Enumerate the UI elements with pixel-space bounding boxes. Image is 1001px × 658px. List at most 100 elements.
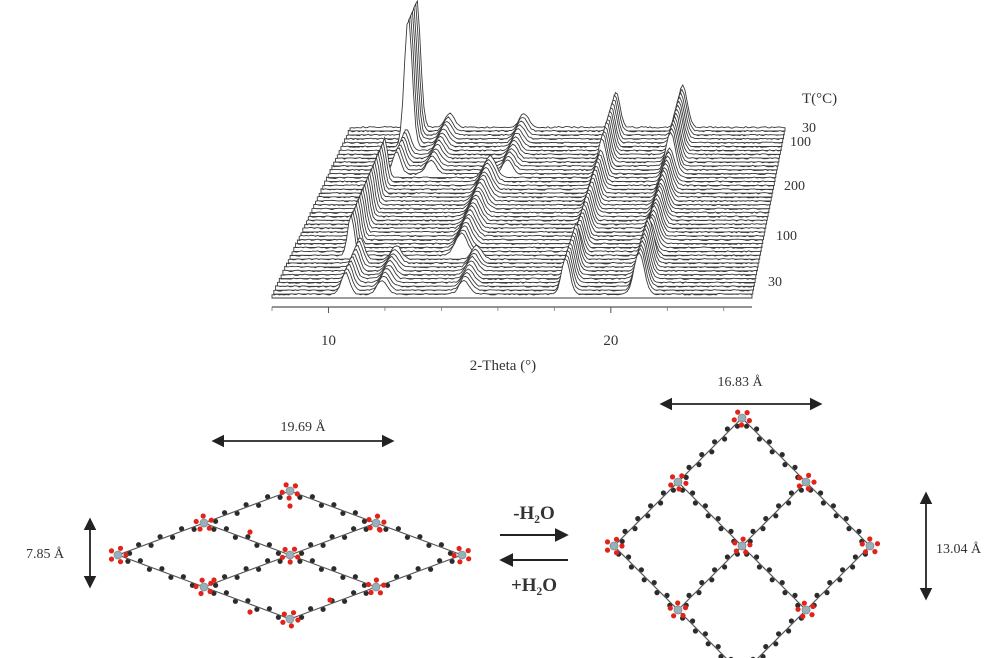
water-oxygen: [247, 609, 253, 615]
metal-atom: [673, 477, 683, 487]
bond: [677, 609, 727, 658]
carbon-atom: [213, 582, 219, 588]
oxygen-atom: [287, 559, 293, 565]
oxygen-atom: [290, 610, 297, 616]
carbon-atom: [331, 502, 337, 508]
oxygen-atom: [193, 583, 199, 590]
oxygen-atom: [862, 549, 869, 555]
oxygen-atom: [682, 605, 689, 611]
oxygen-atom: [667, 605, 673, 611]
carbon-atom: [690, 490, 696, 496]
carbon-atom: [628, 564, 635, 570]
left-framework-bonds: [117, 490, 463, 620]
carbon-atom: [814, 592, 820, 599]
carbon-atom: [180, 574, 186, 580]
oxygen-atom: [604, 547, 611, 553]
carbon-atom: [638, 567, 645, 573]
temperature-tick-label: 100: [790, 135, 811, 150]
carbon-atom: [702, 631, 709, 637]
oxygen-atom: [286, 495, 292, 501]
bond: [757, 609, 807, 658]
carbon-atom: [385, 582, 391, 588]
oxygen-atom: [809, 612, 815, 618]
oxygen-atom: [679, 473, 685, 479]
carbon-atom: [776, 631, 782, 637]
water-oxygen: [377, 527, 383, 533]
oxygen-atom: [193, 518, 199, 525]
carbon-atom: [786, 500, 792, 506]
oxygen-atom: [457, 559, 463, 565]
oxygen-atom: [744, 410, 750, 416]
temperature-tick-label: 100: [776, 229, 797, 244]
carbon-atom: [788, 618, 795, 624]
oxygen-atom: [295, 617, 301, 623]
oxygen-atom: [733, 548, 740, 554]
carbon-atom: [256, 502, 262, 508]
carbon-atom: [763, 644, 769, 650]
carbon-atom: [136, 542, 142, 548]
carbon-atom: [342, 598, 348, 604]
carbon-atom: [404, 534, 410, 540]
oxygen-atom: [381, 519, 387, 525]
carbon-atom: [254, 542, 260, 548]
carbon-atom: [415, 566, 421, 572]
carbon-atom: [159, 566, 165, 572]
carbon-atom: [308, 542, 314, 548]
carbon-atom: [712, 439, 718, 445]
carbon-atom: [760, 526, 766, 532]
carbon-atom: [275, 550, 281, 556]
carbon-atom: [664, 592, 670, 599]
carbon-atom: [709, 449, 715, 455]
carbon-atom: [222, 510, 228, 516]
carbon-atom: [763, 516, 769, 522]
carbon-atom: [275, 614, 281, 620]
carbon-atom: [756, 436, 763, 442]
oxygen-atom: [288, 623, 294, 629]
carbon-atom: [852, 554, 859, 560]
oxygen-atom: [810, 603, 816, 610]
left-height-label: 7.85 Å: [26, 546, 65, 562]
carbon-atom: [696, 462, 702, 468]
bond: [203, 490, 291, 524]
carbon-atom: [318, 566, 324, 572]
bond: [677, 545, 743, 611]
carbon-atom: [148, 542, 154, 548]
oxygen-atom: [613, 550, 620, 556]
carbon-atom: [827, 580, 833, 586]
water-oxygen: [211, 577, 217, 583]
metal-atom: [199, 518, 209, 528]
carbon-atom: [856, 528, 862, 535]
oxygen-atom: [368, 589, 374, 596]
oxygen-atom: [123, 552, 129, 558]
carbon-atom: [696, 590, 702, 596]
water-oxygen: [287, 503, 293, 509]
oxygen-atom: [117, 545, 124, 551]
carbon-atom: [223, 526, 229, 532]
carbon-atom: [223, 590, 229, 596]
oxygen-atom: [811, 479, 817, 485]
carbon-atom: [168, 574, 174, 580]
oxygen-atom: [451, 552, 457, 559]
carbon-atom: [361, 518, 367, 524]
carbon-atom: [352, 574, 358, 580]
carbon-atom: [840, 567, 846, 573]
carbon-atom: [641, 577, 647, 583]
oxygen-atom: [738, 422, 745, 428]
metal-atom: [673, 605, 683, 615]
oxygen-atom: [208, 580, 214, 586]
carbon-atom: [265, 558, 271, 564]
carbon-atom: [320, 606, 326, 612]
oxygen-atom: [806, 472, 812, 478]
carbon-atom: [683, 474, 689, 480]
carbon-atom: [157, 534, 163, 540]
bond: [289, 490, 377, 524]
carbon-atom: [266, 542, 272, 548]
left-framework-atoms: [108, 482, 472, 629]
oxygen-atom: [198, 590, 204, 597]
carbon-atom: [715, 516, 721, 522]
carbon-atom: [449, 558, 455, 564]
carbon-atom: [245, 598, 251, 604]
carbon-atom: [843, 516, 849, 522]
